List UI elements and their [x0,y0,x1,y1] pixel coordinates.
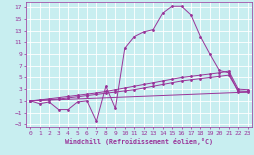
X-axis label: Windchill (Refroidissement éolien,°C): Windchill (Refroidissement éolien,°C) [65,138,212,145]
